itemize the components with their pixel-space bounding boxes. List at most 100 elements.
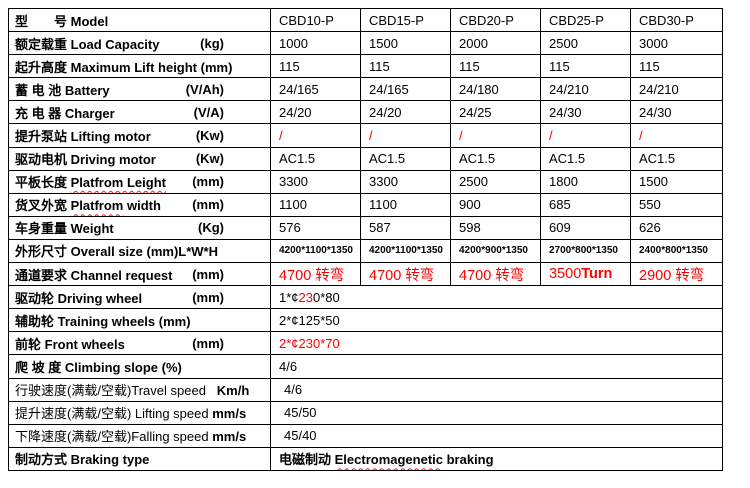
row-label-driving-motor: 驱动电机 Driving motor (Kw) bbox=[8, 146, 271, 171]
channel-request-unit: (mm) bbox=[192, 266, 224, 282]
table-row-travel-speed: 行驶速度(满载/空载)Travel speed Km/h 4/6 bbox=[8, 377, 723, 402]
lift-height-value-text: 115 bbox=[279, 58, 300, 74]
travel-speed-label: 行驶速度(满载/空载)Travel speed Km/h bbox=[15, 380, 249, 399]
battery-value-2: 24/180 bbox=[450, 77, 541, 102]
model-value-text: CBD20-P bbox=[459, 12, 514, 28]
row-label-braking-type: 制动方式 Braking type bbox=[8, 446, 271, 471]
battery-label: 蓄 电 池 Battery bbox=[15, 80, 110, 99]
platform-length-value-1: 3300 bbox=[360, 169, 451, 194]
driving-motor-value-text: AC1.5 bbox=[279, 151, 316, 167]
model-label-text: 型 号 bbox=[15, 13, 71, 29]
battery-value-text: 24/165 bbox=[279, 81, 319, 97]
travel-speed-label-text: Km/h bbox=[216, 383, 250, 399]
driving-wheel-value-text: 1*¢ bbox=[279, 289, 299, 305]
front-wheels-unit: (mm) bbox=[192, 335, 224, 351]
overall-size-label-text: 外形尺寸 bbox=[15, 244, 71, 260]
charger-value-text: 24/20 bbox=[279, 104, 312, 120]
load-capacity-value-text: 3000 bbox=[639, 35, 668, 51]
braking-type-value-text: 电磁制动 bbox=[279, 452, 335, 468]
model-value-4: CBD30-P bbox=[630, 7, 723, 33]
weight-label-wrap: 车身重量 Weight (Kg) bbox=[10, 218, 270, 237]
travel-speed-value: 4/6 bbox=[270, 377, 723, 402]
weight-value-0: 576 bbox=[270, 215, 361, 240]
load-capacity-label: 额定载重 Load Capacity bbox=[15, 34, 159, 53]
braking-type-label-text: Braking type bbox=[70, 452, 150, 468]
table-row-lifting-speed: 提升速度(满载/空载) Lifting speed mm/s 45/50 bbox=[8, 400, 723, 425]
load-capacity-value-0: 1000 bbox=[270, 31, 361, 56]
battery-value-text: 24/165 bbox=[369, 81, 409, 97]
channel-request-value-3: 3500Turn bbox=[540, 262, 631, 287]
overall-size-value-text: 2700*800*1350 bbox=[549, 245, 618, 257]
platform-length-value-text: 1800 bbox=[549, 174, 578, 190]
row-label-front-wheels: 前轮 Front wheels (mm) bbox=[8, 331, 271, 356]
weight-value-text: 626 bbox=[639, 220, 661, 236]
driving-motor-label-text: 驱动电机 bbox=[15, 152, 71, 168]
platform-width-value-1: 1100 bbox=[360, 192, 451, 217]
driving-motor-value-text: AC1.5 bbox=[639, 151, 676, 167]
platform-length-value-0: 3300 bbox=[270, 169, 361, 194]
table-row-platform-width: 货叉外宽 Platfrom width (mm) 1100 1100 900 685 550 bbox=[8, 192, 723, 217]
weight-label: 车身重量 Weight bbox=[15, 218, 114, 237]
charger-label-text: 充 电 器 bbox=[15, 105, 65, 121]
lift-height-value-0: 115 bbox=[270, 54, 361, 79]
table-row-lifting-motor: 提升泵站 Lifting motor (Kw) / / / / / bbox=[8, 123, 723, 148]
row-label-platform-length: 平板长度 Platfrom Leight (mm) bbox=[8, 169, 271, 194]
front-wheels-value: 2*¢230*70 bbox=[270, 331, 723, 356]
row-label-model: 型 号 Model bbox=[8, 7, 271, 33]
model-value-3: CBD25-P bbox=[540, 7, 631, 33]
model-label: 型 号 Model bbox=[15, 11, 108, 30]
lifting-motor-unit: (Kw) bbox=[195, 128, 224, 144]
driving-motor-value-text: AC1.5 bbox=[549, 151, 586, 167]
falling-speed-label-text: mm/s bbox=[212, 429, 247, 445]
braking-type-label-text: 制动方式 bbox=[15, 452, 71, 468]
climbing-slope-label-text: 爬 坡 度 bbox=[15, 359, 65, 375]
overall-size-value-text: 4200*1100*1350 bbox=[369, 245, 443, 257]
battery-value-text: 24/210 bbox=[639, 81, 679, 97]
table-row-falling-speed: 下降速度(满载/空载)Falling speed mm/s 45/40 bbox=[8, 423, 723, 448]
platform-length-value-text: 1500 bbox=[639, 174, 668, 190]
overall-size-label-text: Overall size (mm)L*W*H bbox=[70, 244, 218, 260]
battery-value-text: 24/210 bbox=[549, 81, 589, 97]
platform-length-value-text: 3300 bbox=[369, 174, 398, 190]
weight-label-text: 车身重量 bbox=[15, 221, 71, 237]
model-value-text: CBD10-P bbox=[279, 12, 334, 28]
driving-wheel-label-text: 驱动轮 bbox=[15, 290, 58, 306]
climbing-slope-label-text: Climbing slope (%) bbox=[64, 359, 182, 375]
row-label-overall-size: 外形尺寸 Overall size (mm)L*W*H bbox=[8, 238, 271, 264]
driving-motor-value-1: AC1.5 bbox=[360, 146, 451, 171]
table-row-training-wheels: 辅助轮 Training wheels (mm) 2*¢125*50 bbox=[8, 308, 723, 333]
driving-motor-label-wrap: 驱动电机 Driving motor (Kw) bbox=[10, 149, 270, 168]
driving-wheel-label: 驱动轮 Driving wheel bbox=[15, 288, 142, 307]
row-label-climbing-slope: 爬 坡 度 Climbing slope (%) bbox=[8, 354, 271, 379]
lifting-speed-label-text: mm/s bbox=[212, 406, 247, 422]
table-row-driving-wheel: 驱动轮 Driving wheel (mm) 1*¢230*80 bbox=[8, 285, 723, 310]
lifting-speed-value: 45/50 bbox=[270, 400, 723, 425]
travel-speed-value-text: 4/6 bbox=[284, 382, 303, 398]
load-capacity-label-wrap: 额定载重 Load Capacity (kg) bbox=[10, 34, 270, 53]
lift-height-label-text: Maximum Lift height (mm) bbox=[70, 59, 233, 75]
table-row-weight: 车身重量 Weight (Kg) 576 587 598 609 626 bbox=[8, 215, 723, 240]
weight-value-2: 598 bbox=[450, 215, 541, 240]
climbing-slope-label-wrap: 爬 坡 度 Climbing slope (%) bbox=[10, 357, 270, 376]
lift-height-value-text: 115 bbox=[639, 58, 660, 74]
channel-request-label-text: Channel request bbox=[70, 267, 173, 283]
model-value-text: CBD15-P bbox=[369, 12, 424, 28]
front-wheels-value-text: 2*¢230*70 bbox=[279, 335, 340, 351]
row-label-travel-speed: 行驶速度(满载/空载)Travel speed Km/h bbox=[8, 377, 271, 402]
weight-value-1: 587 bbox=[360, 215, 451, 240]
falling-speed-label-text: 下降速度(满载/空载)Falling speed bbox=[15, 429, 213, 445]
channel-request-value-text: Turn bbox=[581, 266, 613, 283]
platform-width-value-text: 900 bbox=[459, 197, 481, 213]
load-capacity-value-text: 1000 bbox=[279, 35, 308, 51]
model-value-1: CBD15-P bbox=[360, 7, 451, 33]
row-label-training-wheels: 辅助轮 Training wheels (mm) bbox=[8, 308, 271, 333]
braking-type-value-text: braking bbox=[443, 452, 494, 468]
braking-type-value-text: Electromagenetic bbox=[334, 452, 443, 468]
driving-motor-value-text: AC1.5 bbox=[459, 151, 496, 167]
weight-value-text: 598 bbox=[459, 220, 481, 236]
model-value-text: CBD25-P bbox=[549, 12, 604, 28]
charger-value-4: 24/30 bbox=[630, 100, 723, 125]
charger-label-wrap: 充 电 器 Charger (V/A) bbox=[10, 103, 270, 122]
travel-speed-label-text: 行驶速度(满载/空载)Travel speed bbox=[15, 383, 217, 399]
training-wheels-value-text: 2*¢125*50 bbox=[279, 312, 340, 328]
